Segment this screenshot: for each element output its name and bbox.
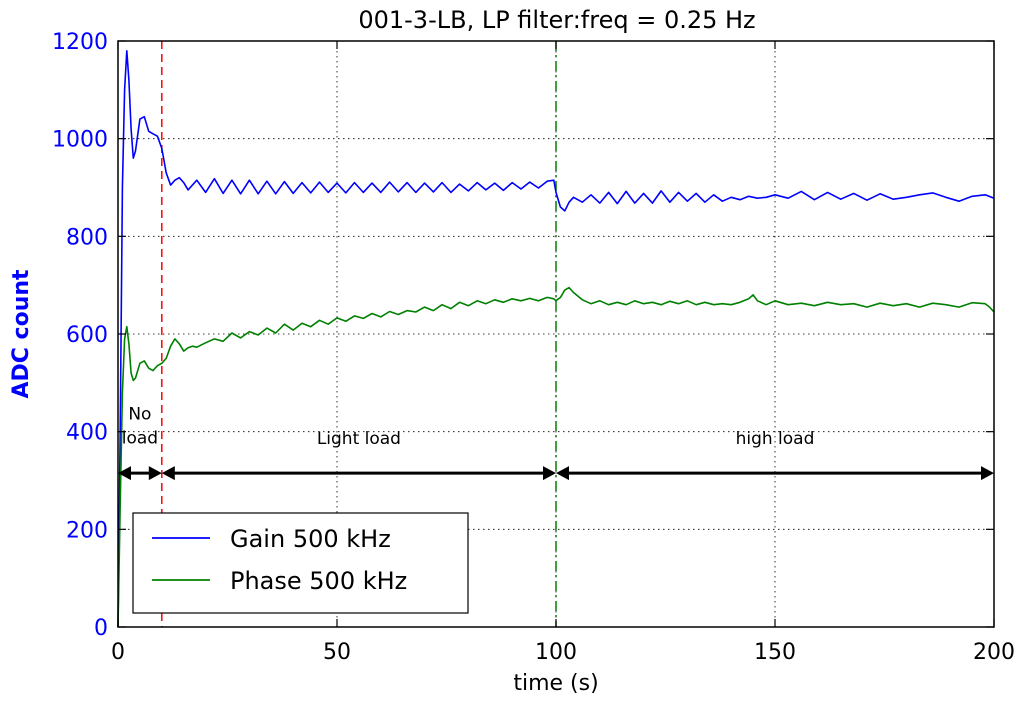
y-tick-label-400: 400: [66, 421, 108, 446]
light-load-label-0: Light load: [317, 429, 401, 449]
legend-box: [132, 512, 469, 614]
x-tick-label-50: 50: [323, 640, 351, 665]
legend-label-phase: Phase 500 kHz: [230, 567, 407, 595]
x-tick-label-100: 100: [535, 640, 577, 665]
x-tick-label-0: 0: [111, 640, 125, 665]
high-load-label-0: high load: [736, 429, 815, 449]
y-tick-label-1200: 1200: [52, 30, 108, 55]
x-ticks: 0 50 100 150 200: [111, 41, 1015, 665]
x-axis-label: time (s): [513, 671, 598, 696]
y-tick-label-800: 800: [66, 225, 108, 250]
load-annotations: No load Light load high load: [118, 404, 994, 481]
legend: Gain 500 kHz Phase 500 kHz: [132, 512, 469, 614]
chart-title: 001-3-LB, LP filter:freq = 0.25 Hz: [358, 6, 755, 34]
y-tick-label-200: 200: [66, 518, 108, 543]
x-tick-label-150: 150: [754, 640, 796, 665]
x-tick-label-200: 200: [973, 640, 1015, 665]
y-tick-label-1000: 1000: [52, 128, 108, 153]
y-ticks: 0 200 400 600 800 1000 1200: [52, 30, 994, 641]
high-load-arrow-head-left: [556, 466, 569, 481]
high-load-arrow-head-right: [981, 466, 994, 481]
series-line-phase: [117, 286, 995, 628]
y-tick-label-0: 0: [94, 616, 108, 641]
legend-label-gain: Gain 500 kHz: [230, 525, 391, 553]
no-load-label-1: load: [122, 428, 158, 448]
series-line-gain: [117, 49, 995, 628]
y-axis-label: ADC count: [9, 269, 34, 399]
series-lines: [117, 49, 995, 628]
light-load-arrow-head-right: [543, 466, 556, 481]
y-tick-label-600: 600: [66, 323, 108, 348]
light-load-arrow-head-left: [161, 466, 175, 481]
no-load-arrow-head-left: [118, 466, 131, 481]
no-load-arrow-head-right: [148, 466, 162, 481]
no-load-label-0: No: [128, 404, 151, 424]
